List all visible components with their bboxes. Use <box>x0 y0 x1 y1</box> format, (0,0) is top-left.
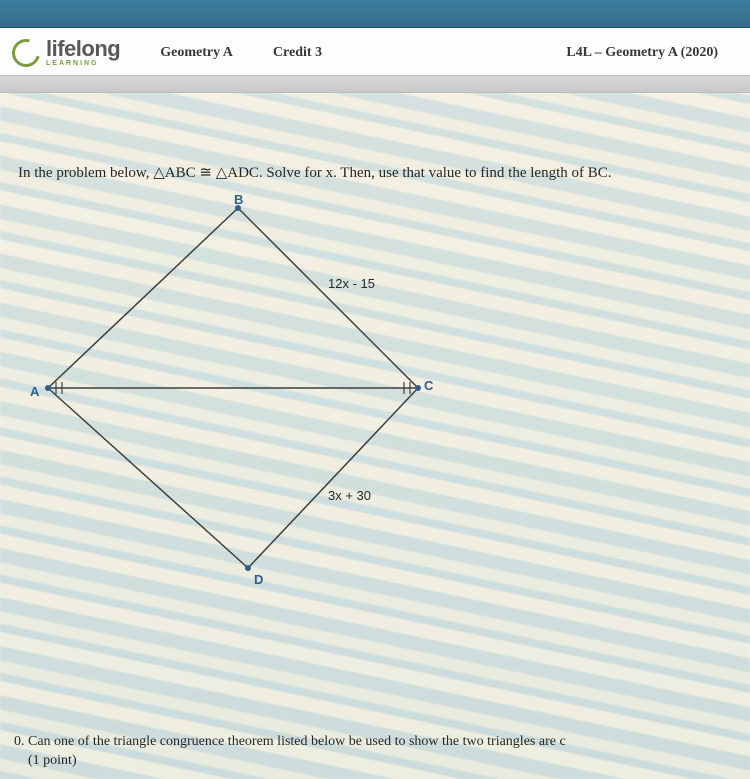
page-header: lifelong LEARNING Geometry A Credit 3 L4… <box>0 28 750 75</box>
question-prefix: In the problem below, <box>18 165 153 181</box>
edge-label-1: 3x + 30 <box>328 488 371 503</box>
brand-logo[interactable]: lifelong LEARNING <box>12 38 120 67</box>
vertex-label-a: A <box>30 384 39 399</box>
question-suffix: . Solve for x. Then, use that value to f… <box>259 165 612 181</box>
vertex-dot-c <box>415 385 421 391</box>
course-name: Geometry A <box>160 45 233 61</box>
diagram-svg <box>28 198 448 578</box>
vertex-label-b: B <box>234 192 243 207</box>
brand-name: lifelong <box>46 38 120 60</box>
browser-top-bar <box>0 0 750 28</box>
question-congruence: △ABC ≅ △ADC <box>153 165 259 181</box>
vertex-label-d: D <box>254 572 263 587</box>
edge-label-0: 12x - 15 <box>328 276 375 291</box>
content-area: In the problem below, △ABC ≅ △ADC. Solve… <box>0 93 750 779</box>
header-divider <box>0 75 750 93</box>
footer-number: 0. <box>14 734 25 749</box>
swirl-icon <box>7 33 45 71</box>
footer-points: (1 point) <box>28 753 77 768</box>
brand-subtitle: LEARNING <box>46 60 120 67</box>
breadcrumb: L4L – Geometry A (2020) <box>566 45 718 61</box>
vertex-dot-d <box>245 565 251 571</box>
footer-question: 0. Can one of the triangle congruence th… <box>14 732 750 771</box>
geometry-diagram: ABCD12x - 153x + 30 <box>28 198 448 578</box>
vertex-label-c: C <box>424 378 433 393</box>
credit-label: Credit 3 <box>273 45 322 61</box>
vertex-dot-a <box>45 385 51 391</box>
question-text: In the problem below, △ABC ≅ △ADC. Solve… <box>0 93 750 198</box>
footer-text: Can one of the triangle congruence theor… <box>28 734 566 749</box>
